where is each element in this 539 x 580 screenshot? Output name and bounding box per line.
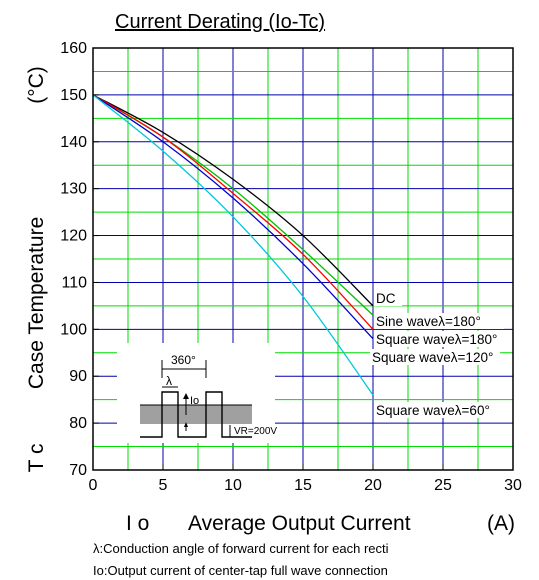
series-line — [92, 94, 374, 396]
x-tick-label: 5 — [159, 477, 168, 494]
series-annotation: Square waveλ=180° — [376, 332, 497, 347]
y-tick-label: 150 — [60, 87, 87, 104]
x-axis-label-name: Average Output Current — [188, 512, 411, 535]
x-tick-label: 15 — [294, 477, 312, 494]
y-tick-label: 110 — [61, 274, 87, 291]
inset-period-label: 360° — [171, 353, 196, 367]
y-tick-label: 120 — [60, 228, 87, 245]
inset-current-arrowhead — [183, 393, 189, 399]
inset-lambda-label: λ — [166, 374, 172, 388]
inset-small-arrowhead — [184, 422, 188, 427]
series-annotation: DC — [376, 291, 396, 306]
series-annotation: Square waveλ=120° — [372, 350, 493, 365]
series-line — [92, 94, 374, 330]
y-tick-label: 80 — [69, 415, 87, 432]
svg-text:T c Case Temperature: T c Case Temperature (°C) — [25, 66, 48, 472]
series-annotation: Sine waveλ=180° — [376, 314, 481, 329]
series-line — [92, 94, 374, 307]
series-line — [92, 94, 374, 340]
y-axis-label-prefix: T c — [25, 444, 48, 473]
y-axis-label-unit: (°C) — [25, 66, 48, 104]
series-annotation: Square waveλ=60° — [376, 403, 490, 418]
x-tick-label: 0 — [89, 477, 98, 494]
x-tick-label: 10 — [224, 477, 242, 494]
y-axis-label-name: Case Temperature — [25, 217, 48, 389]
x-tick-label: 25 — [434, 477, 452, 494]
series-annotations: DC Sine waveλ=180° Square waveλ=180° Square… — [370, 290, 504, 418]
y-tick-label: 130 — [60, 181, 87, 198]
x-tick-label: 20 — [364, 477, 382, 494]
inset-gray-band — [140, 405, 252, 424]
y-tick-label: 90 — [69, 368, 87, 385]
inset-background — [117, 343, 275, 443]
y-tick-label: 160 — [60, 40, 87, 57]
annotation-background — [370, 349, 500, 365]
y-tick-label: 100 — [60, 321, 87, 338]
tick-labels: 0 5 10 15 20 25 30 70 80 90 100 110 120 130 140 150 160 — [60, 40, 522, 494]
annotation-background — [374, 331, 504, 347]
y-tick-label: 70 — [69, 462, 87, 479]
y-tick-label: 140 — [60, 134, 87, 151]
annotation-background — [374, 290, 402, 306]
x-axis-label: I o Average Output Current (A) — [126, 512, 515, 535]
axes — [92, 47, 514, 471]
annotation-background — [374, 402, 504, 418]
x-tick-label: 30 — [504, 477, 522, 494]
inset-current-label: Io — [190, 395, 199, 407]
y-axis-label: T c Case Temperature (°C) — [25, 66, 48, 472]
waveform-inset: 360° λ Io VR=200V — [117, 343, 277, 443]
x-axis-label-unit: (A) — [487, 512, 515, 535]
annotation-background — [374, 313, 504, 329]
footnote-lambda: λ:Conduction angle of forward current fo… — [93, 541, 389, 556]
footnote-io: Io:Output current of center-tap full wav… — [93, 563, 388, 578]
inset-voltage-label: VR=200V — [234, 426, 277, 437]
inset-waveform — [140, 391, 252, 438]
series-lines — [92, 94, 374, 396]
chart-title: Current Derating (Io-Tc) — [115, 11, 325, 33]
x-axis-label-prefix: I o — [126, 512, 149, 535]
